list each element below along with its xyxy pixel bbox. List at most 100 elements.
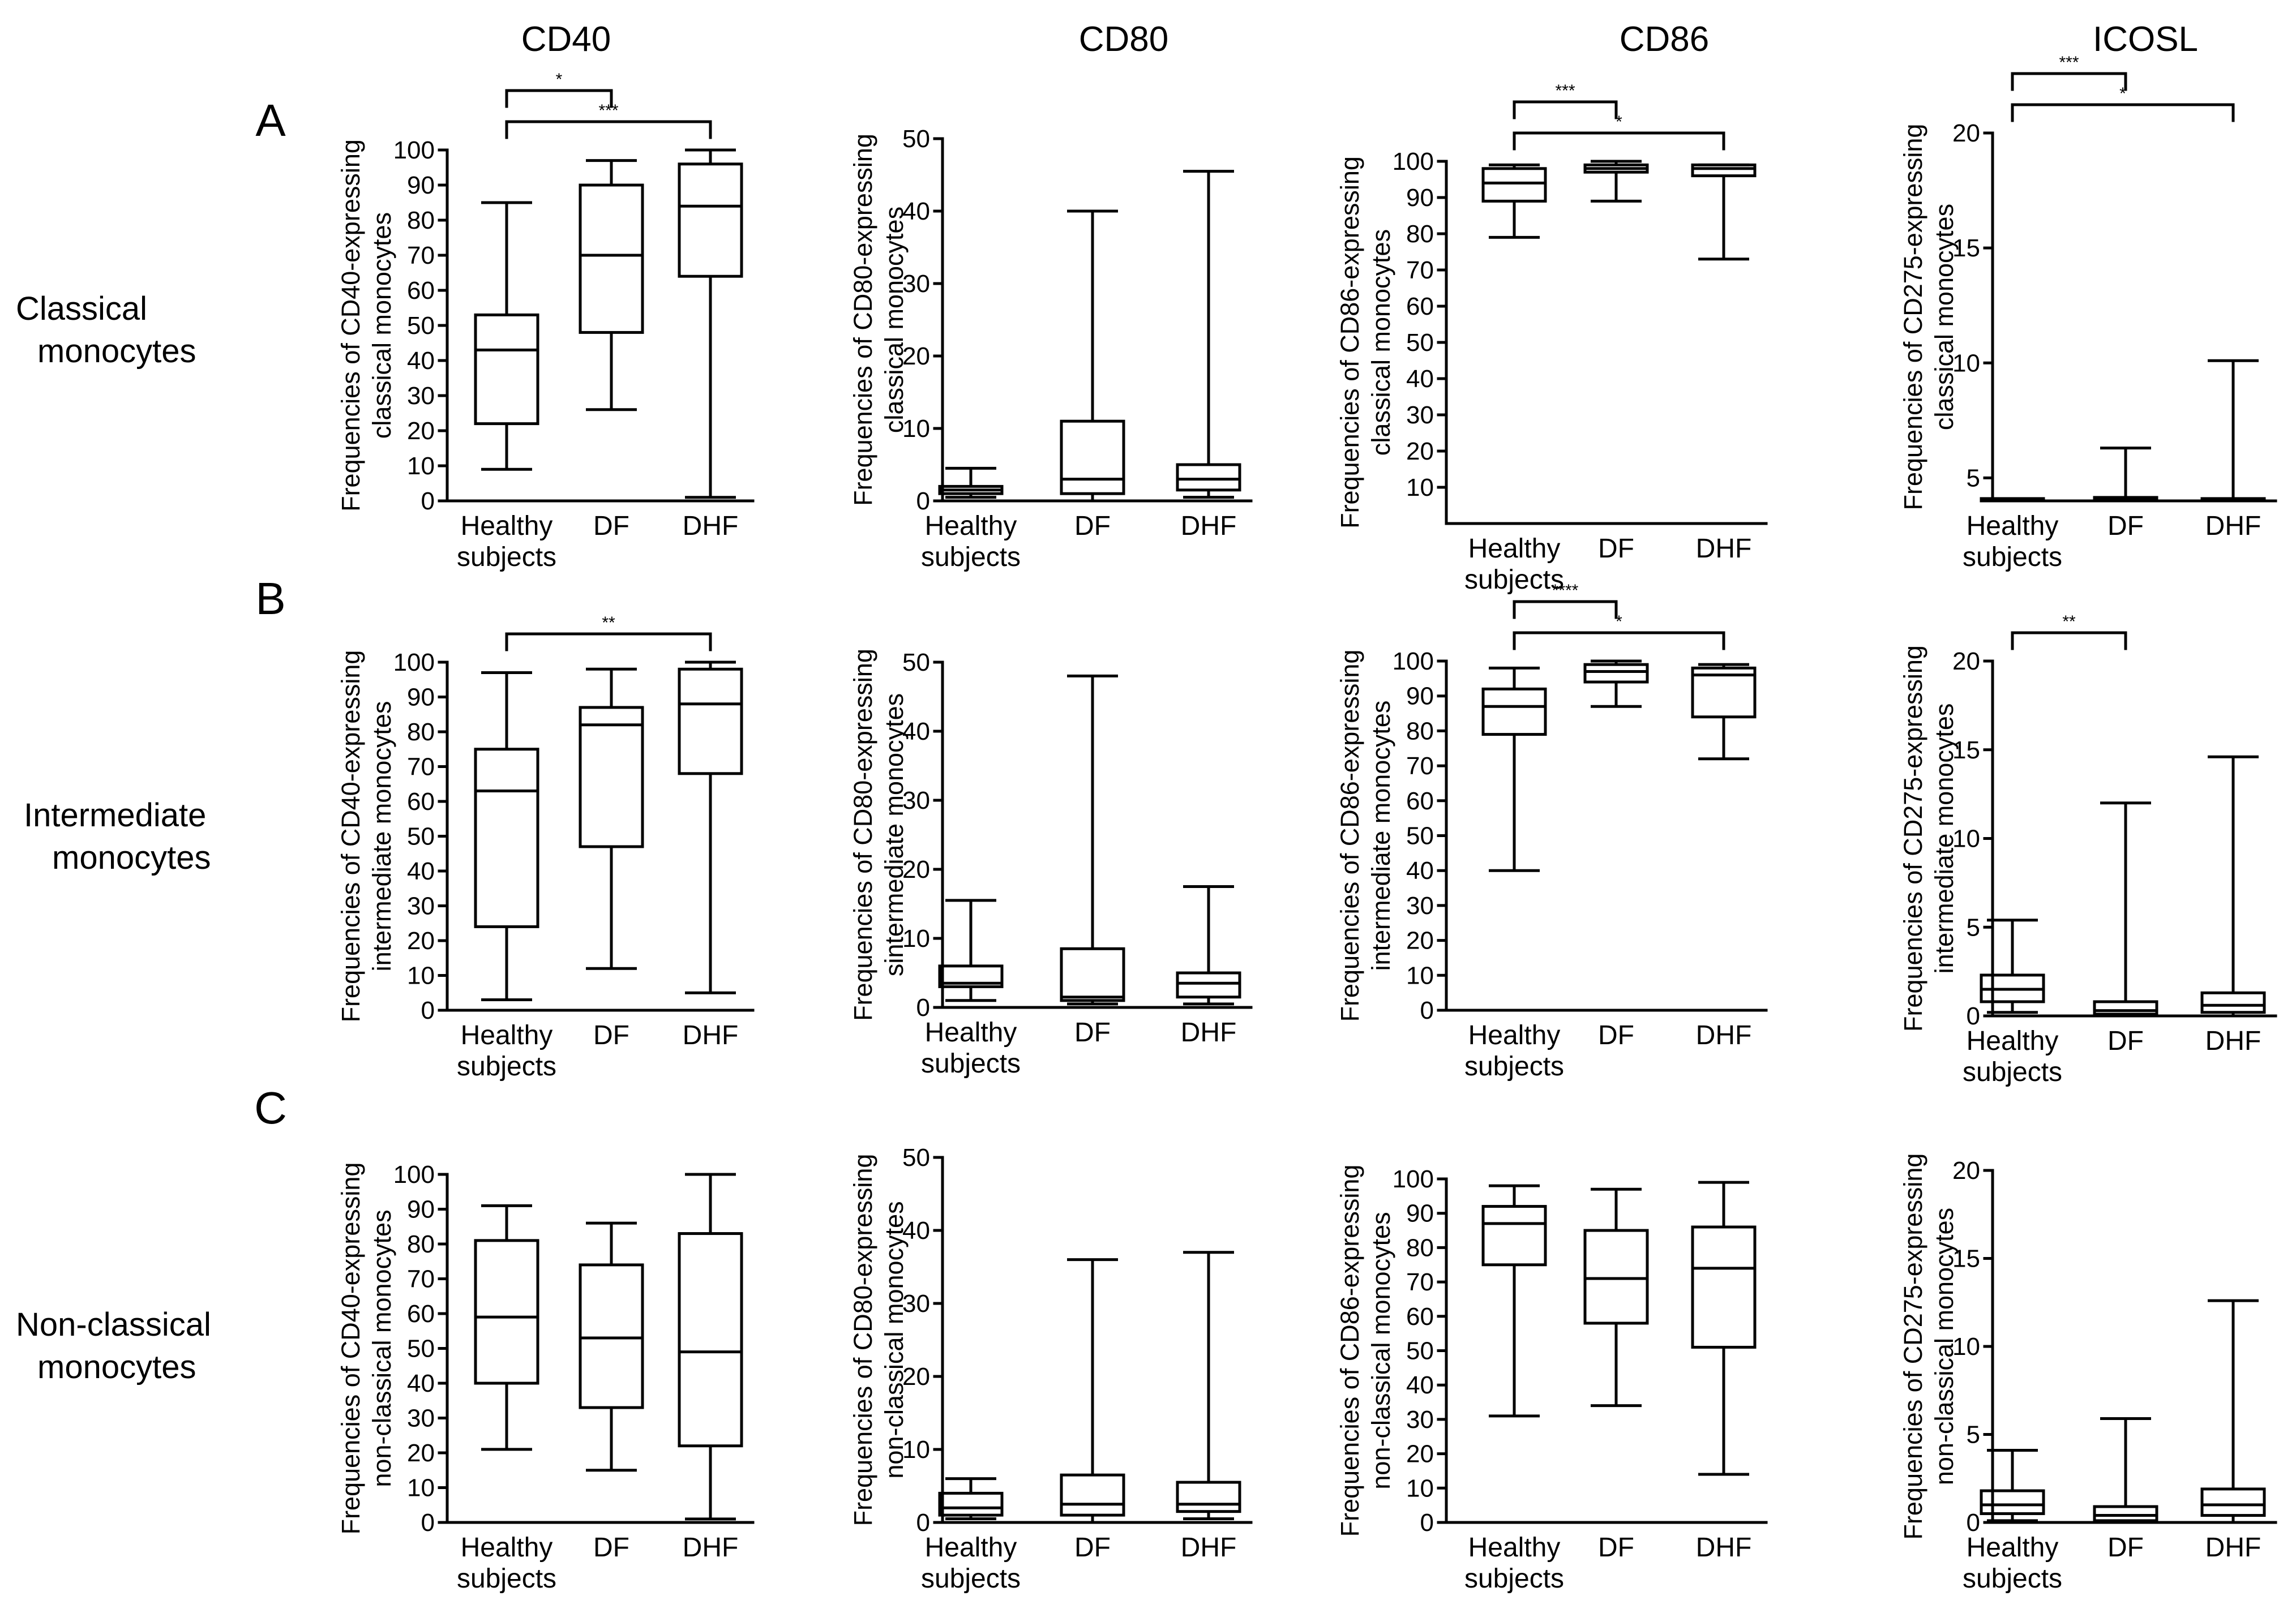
y-axis-label: intermediate monocytes [367, 701, 396, 972]
significance-bracket: * [505, 70, 613, 108]
y-axis-label: non-classical monocytes [367, 1209, 396, 1487]
category-label: Healthy [1967, 511, 2059, 541]
box-dhf [1691, 163, 1757, 261]
box-dhf [678, 148, 743, 499]
y-tick-label: 15 [1952, 234, 1980, 262]
category-label: DHF [683, 1020, 739, 1050]
y-tick-label: 80 [1406, 717, 1434, 745]
y-tick-label: 40 [1406, 857, 1434, 885]
category-label: Healthy [461, 511, 553, 541]
y-tick-label: 10 [1406, 1474, 1434, 1502]
category-label: DHF [1696, 1533, 1752, 1563]
y-tick-label: 10 [902, 925, 930, 953]
row-label-intermediate-2: monocytes [52, 839, 211, 876]
box-df [1060, 1258, 1125, 1524]
y-axis-label: Frequencies of CD86-expressing [1335, 650, 1364, 1022]
category-label: DF [1074, 1533, 1111, 1563]
y-axis-label: Frequencies of CD275-expressing [1899, 645, 1927, 1032]
panel-label-a: A [255, 95, 286, 145]
y-tick-label: 20 [902, 1363, 930, 1391]
y-axis-label: Frequencies of CD80-expressing [849, 1154, 877, 1526]
significance-label: **** [1552, 581, 1579, 600]
category-label: DHF [1181, 1018, 1237, 1048]
y-tick-label: 0 [421, 997, 435, 1024]
y-tick-label: 90 [407, 171, 435, 199]
category-label: Healthy [925, 1018, 1017, 1048]
y-tick-label: 30 [1406, 892, 1434, 920]
category-label: DF [1598, 1020, 1634, 1050]
iqr-box [2093, 1505, 2158, 1522]
column-header-icosl: ICOSL [2093, 20, 2198, 59]
y-tick-label: 50 [407, 312, 435, 340]
y-tick-label: 10 [1952, 1333, 1980, 1361]
y-tick-label: 0 [421, 1509, 435, 1537]
y-axis-label: non-classical monocytes [1930, 1208, 1959, 1485]
y-tick-label: 20 [1406, 927, 1434, 955]
y-tick-label: 60 [1406, 293, 1434, 320]
y-tick-label: 60 [407, 1300, 435, 1328]
category-label: DHF [2205, 1533, 2261, 1563]
row-label-nonclassical: Non-classical [16, 1306, 211, 1343]
y-tick-label: 10 [407, 1474, 435, 1502]
iqr-box [2200, 1487, 2266, 1517]
significance-label: *** [598, 101, 618, 120]
category-label: DF [1598, 534, 1634, 564]
category-label: DHF [1696, 1020, 1752, 1050]
y-tick-label: 0 [916, 487, 930, 515]
box-df [1583, 659, 1649, 708]
iqr-box [678, 162, 743, 278]
y-axis-label: Frequencies of CD40-expressing [336, 139, 365, 512]
y-tick-label: 90 [407, 684, 435, 711]
y-tick-label: 20 [407, 1439, 435, 1467]
category-label: subjects [1963, 1057, 2062, 1087]
box-df [1583, 160, 1649, 203]
bracket-line [2011, 103, 2235, 122]
iqr-box [1176, 463, 1241, 492]
y-tick-label: 5 [1967, 1421, 1980, 1449]
y-tick-label: 50 [902, 1144, 930, 1172]
box-df [2093, 801, 2158, 1018]
y-tick-label: 50 [1406, 1337, 1434, 1365]
box-dhf [2200, 1299, 2266, 1524]
row-label-classical-2: monocytes [37, 333, 196, 370]
y-tick-label: 30 [902, 1290, 930, 1318]
bracket-line [505, 89, 613, 108]
y-tick-label: 10 [407, 962, 435, 990]
box-df [1583, 1187, 1649, 1408]
y-tick-label: 30 [407, 893, 435, 920]
box-dhf [1691, 663, 1757, 761]
box-dhf [1176, 170, 1241, 499]
iqr-box [1481, 1205, 1547, 1267]
iqr-box [1176, 971, 1241, 999]
category-label: DF [593, 1533, 629, 1563]
y-tick-label: 60 [1406, 1303, 1434, 1331]
box-df [579, 159, 644, 411]
significance-label: ** [2062, 612, 2076, 631]
iqr-box [474, 1239, 539, 1385]
y-tick-label: 40 [1406, 365, 1434, 393]
iqr-box [579, 1263, 644, 1409]
y-tick-label: 80 [1406, 1234, 1434, 1262]
significance-bracket: * [2011, 84, 2235, 122]
category-label: DHF [683, 1533, 739, 1563]
box-df [1060, 209, 1125, 503]
y-tick-label: 30 [407, 1405, 435, 1432]
y-tick-label: 60 [407, 277, 435, 304]
y-tick-label: 80 [407, 718, 435, 746]
box-healthy [1481, 163, 1547, 239]
y-tick-label: 50 [407, 823, 435, 851]
significance-bracket: ** [505, 614, 712, 651]
significance-label: * [556, 70, 563, 89]
category-label: subjects [1963, 1564, 2062, 1594]
bracket-line [505, 632, 712, 651]
chart-c-cd86: 0 10 20 30 40 50 60 70 80 90 100 Frequencies of CD8… [1335, 1165, 1768, 1594]
y-tick-label: 70 [407, 753, 435, 781]
y-tick-label: 100 [1393, 1165, 1434, 1193]
box-df [579, 667, 644, 970]
category-label: DHF [1181, 1533, 1237, 1563]
y-tick-label: 0 [421, 487, 435, 515]
y-tick-label: 20 [902, 856, 930, 883]
row-label-intermediate: Intermediate [24, 797, 206, 834]
box-df [2093, 447, 2158, 503]
category-label: subjects [1464, 1052, 1564, 1082]
